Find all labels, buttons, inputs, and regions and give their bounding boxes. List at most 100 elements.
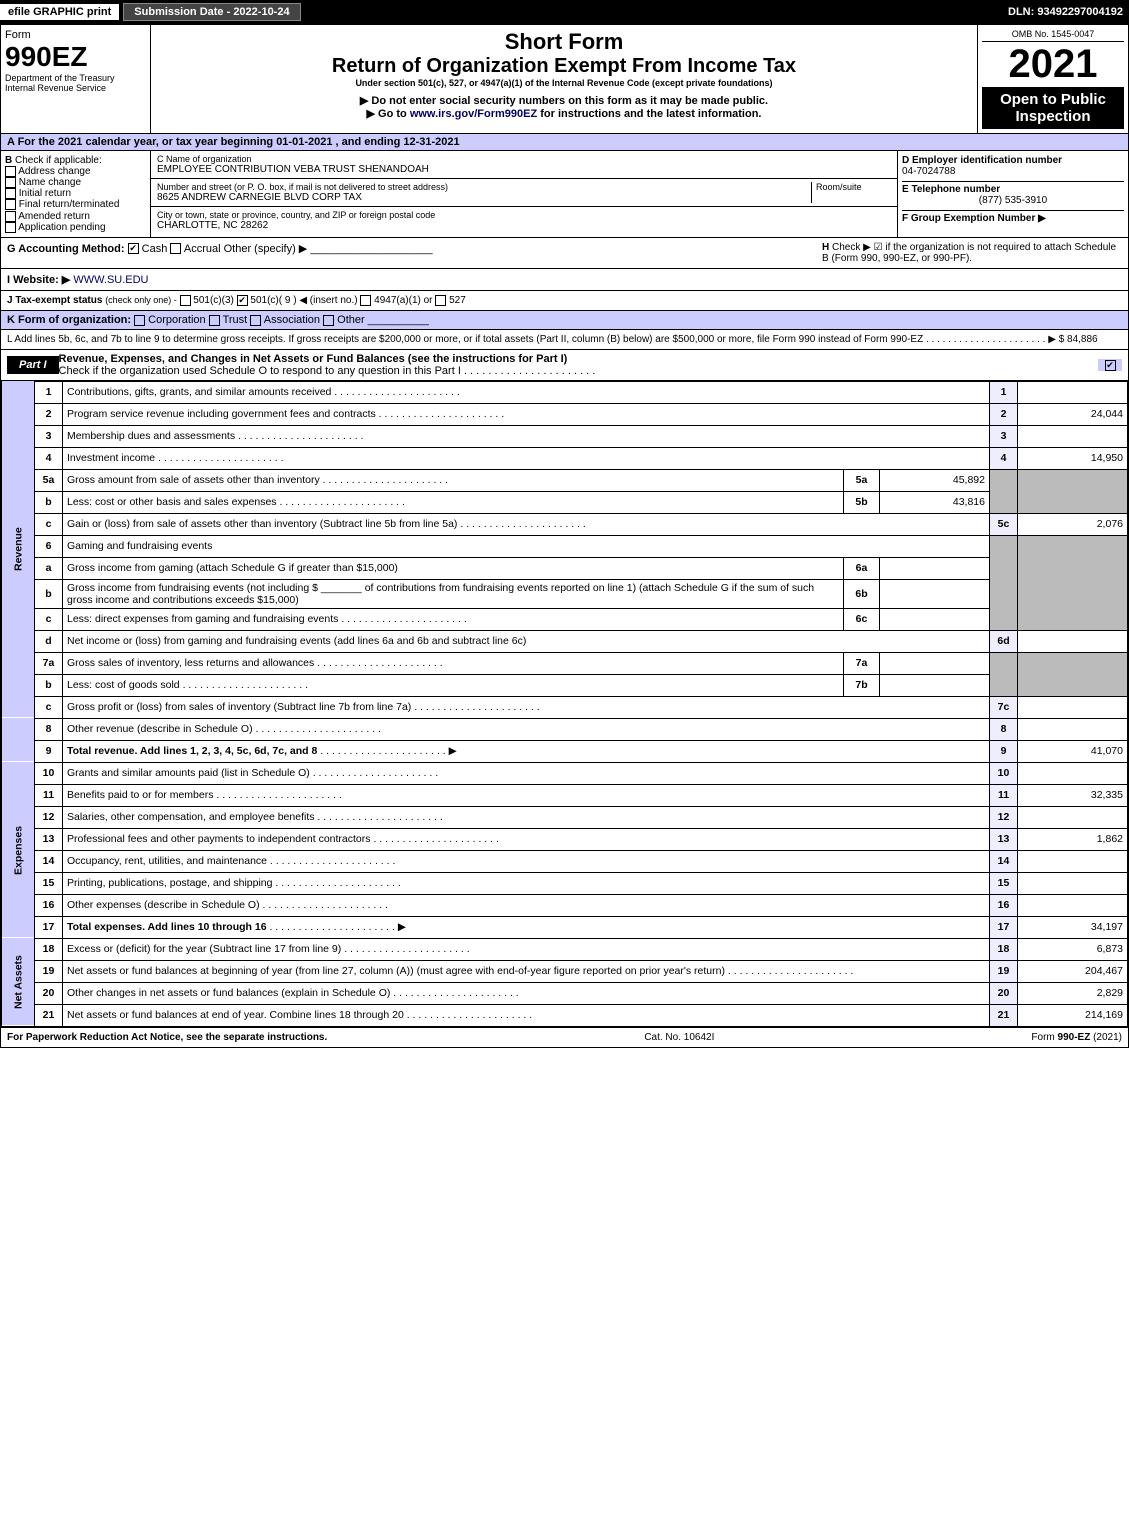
section-i: I Website: ▶ WWW.SU.EDU	[1, 269, 1128, 291]
line-12-num: 12	[35, 806, 63, 828]
street-value: 8625 ANDREW CARNEGIE BLVD CORP TAX	[157, 192, 811, 203]
line-19-num: 19	[35, 960, 63, 982]
line-15-value	[1018, 872, 1128, 894]
line-1-num: 1	[35, 381, 63, 403]
l-value: 84,886	[1067, 334, 1098, 345]
line-7a-num: 7a	[35, 652, 63, 674]
line-9-num: 9	[35, 740, 63, 762]
line-6d-box-n: 6d	[990, 630, 1018, 652]
corp-label: Corporation	[148, 314, 205, 326]
org-name-value: EMPLOYEE CONTRIBUTION VEBA TRUST SHENAND…	[157, 164, 891, 175]
j-note: (check only one) -	[105, 295, 177, 305]
line-21-box-n: 21	[990, 1004, 1018, 1026]
website-link[interactable]: WWW.SU.EDU	[73, 274, 148, 286]
line-6b-desc1: Gross income from fundraising events (no…	[67, 582, 318, 594]
initial-return-checkbox[interactable]	[5, 188, 16, 199]
form-label: Form	[5, 29, 146, 41]
line-7b-sub-v	[880, 674, 990, 696]
line-11-box-n: 11	[990, 784, 1018, 806]
4947-label: 4947(a)(1) or	[374, 295, 432, 306]
city-label: City or town, state or province, country…	[157, 210, 891, 220]
net-assets-side-label: Net Assets	[2, 938, 35, 1026]
line-13-desc: Professional fees and other payments to …	[67, 833, 371, 845]
trust-checkbox[interactable]	[209, 315, 220, 326]
527-checkbox[interactable]	[435, 295, 446, 306]
line-5c-box-n: 5c	[990, 513, 1018, 535]
l-text: L Add lines 5b, 6c, and 7b to line 9 to …	[7, 334, 923, 345]
line-16-num: 16	[35, 894, 63, 916]
line-6d-value	[1018, 630, 1128, 652]
line-7ab-shade	[990, 652, 1018, 696]
top-bar: efile GRAPHIC print Submission Date - 20…	[0, 0, 1129, 24]
line-13-num: 13	[35, 828, 63, 850]
line-8-num: 8	[35, 718, 63, 740]
line-6c-desc: Less: direct expenses from gaming and fu…	[67, 613, 338, 625]
address-change-checkbox[interactable]	[5, 166, 16, 177]
line-6b-sub-v	[880, 579, 990, 608]
b-label: B	[5, 155, 12, 166]
line-7c-desc: Gross profit or (loss) from sales of inv…	[67, 701, 411, 713]
other-org-label: Other	[337, 314, 365, 326]
part1-header-row: Part I Revenue, Expenses, and Changes in…	[1, 350, 1128, 381]
line-6a-num: a	[35, 557, 63, 579]
assoc-checkbox[interactable]	[250, 315, 261, 326]
subtitle: Under section 501(c), 527, or 4947(a)(1)…	[155, 78, 973, 88]
line-6-desc: Gaming and fundraising events	[63, 535, 990, 557]
tax-year: 2021	[982, 42, 1124, 87]
line-6a-sub-v	[880, 557, 990, 579]
part1-schedule-o-checkbox[interactable]	[1105, 360, 1116, 371]
final-return-checkbox[interactable]	[5, 199, 16, 210]
amended-return-checkbox[interactable]	[5, 211, 16, 222]
section-h: H Check ▶ ☑ if the organization is not r…	[822, 242, 1122, 264]
line-16-desc: Other expenses (describe in Schedule O)	[67, 899, 260, 911]
501c-checkbox[interactable]	[237, 295, 248, 306]
line-2-value: 24,044	[1018, 403, 1128, 425]
other-method-label: Other (specify) ▶	[224, 243, 308, 255]
line-8-desc: Other revenue (describe in Schedule O)	[67, 723, 253, 735]
accrual-checkbox[interactable]	[170, 243, 181, 254]
line-2-num: 2	[35, 403, 63, 425]
g-label: G Accounting Method:	[7, 243, 125, 255]
line-5a-desc: Gross amount from sale of assets other t…	[67, 474, 320, 486]
omb-label: OMB No. 1545-0047	[982, 29, 1124, 42]
line-5c-value: 2,076	[1018, 513, 1128, 535]
section-bcdef: B Check if applicable: Address change Na…	[1, 151, 1128, 238]
501c3-checkbox[interactable]	[180, 295, 191, 306]
column-b: B Check if applicable: Address change Na…	[1, 151, 151, 237]
line-7b-num: b	[35, 674, 63, 696]
line-12-value	[1018, 806, 1128, 828]
section-g-h: G Accounting Method: Cash Accrual Other …	[1, 238, 1128, 269]
cash-label: Cash	[142, 243, 168, 255]
website-label: I Website: ▶	[7, 274, 70, 286]
cash-checkbox[interactable]	[128, 243, 139, 254]
line-12-desc: Salaries, other compensation, and employ…	[67, 811, 314, 823]
ein-label: D Employer identification number	[902, 155, 1124, 166]
line-20-num: 20	[35, 982, 63, 1004]
part1-check-text: Check if the organization used Schedule …	[59, 365, 461, 377]
line-4-value: 14,950	[1018, 447, 1128, 469]
return-title: Return of Organization Exempt From Incom…	[155, 55, 973, 78]
corp-checkbox[interactable]	[134, 315, 145, 326]
line-7b-desc: Less: cost of goods sold	[67, 679, 180, 691]
street-row: Number and street (or P. O. box, if mail…	[151, 179, 897, 207]
efile-print-button[interactable]: efile GRAPHIC print	[0, 4, 119, 20]
name-change-checkbox[interactable]	[5, 177, 16, 188]
line-19-value: 204,467	[1018, 960, 1128, 982]
section-k: K Form of organization: Corporation Trus…	[1, 311, 1128, 330]
line-15-desc: Printing, publications, postage, and shi…	[67, 877, 272, 889]
line-8-box-n: 8	[990, 718, 1018, 740]
line-14-num: 14	[35, 850, 63, 872]
application-pending-checkbox[interactable]	[5, 222, 16, 233]
other-org-checkbox[interactable]	[323, 315, 334, 326]
501c3-label: 501(c)(3)	[193, 295, 234, 306]
line-5b-sub-v: 43,816	[880, 491, 990, 513]
line-13-value: 1,862	[1018, 828, 1128, 850]
final-return-label: Final return/terminated	[19, 200, 120, 211]
form-container: Form 990EZ Department of the Treasury In…	[0, 24, 1129, 1048]
submission-date-button[interactable]: Submission Date - 2022-10-24	[123, 3, 300, 21]
4947-checkbox[interactable]	[360, 295, 371, 306]
irs-link[interactable]: www.irs.gov/Form990EZ	[410, 108, 537, 120]
line-5b-num: b	[35, 491, 63, 513]
header-right: OMB No. 1545-0047 2021 Open to Public In…	[978, 25, 1128, 133]
line-6d-num: d	[35, 630, 63, 652]
